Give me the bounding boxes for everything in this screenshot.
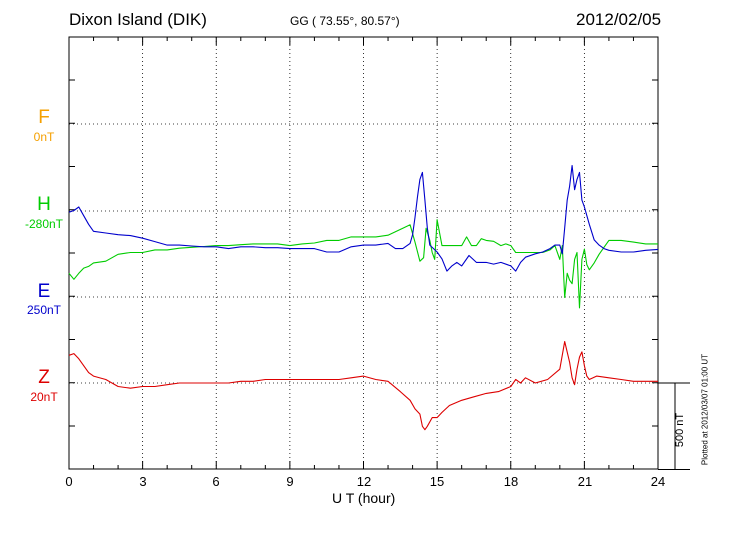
component-f-baseline: 0nT (33, 130, 55, 144)
scale-bar-label: 500 nT (674, 412, 686, 448)
component-z-baseline: 20nT (30, 390, 58, 404)
x-tick-label: 18 (503, 474, 519, 489)
x-tick-label: 12 (356, 474, 372, 489)
x-tick-label: 3 (139, 474, 147, 489)
plotted-timestamp: Plotted at 2012/03/07 01:00 UT (700, 353, 710, 466)
x-tick-label: 0 (65, 474, 73, 489)
component-h-baseline: -280nT (24, 217, 64, 231)
x-tick-label: 15 (429, 474, 445, 489)
station-title: Dixon Island (DIK) (69, 10, 207, 29)
component-e-letter: E (37, 281, 51, 302)
component-e-baseline: 250nT (26, 303, 62, 317)
x-tick-label: 9 (286, 474, 294, 489)
component-f-letter: F (38, 107, 50, 128)
series-line-z (68, 340, 658, 431)
component-z-letter: Z (38, 367, 50, 388)
magnetogram-chart (68, 36, 690, 470)
date-label: 2012/02/05 (576, 10, 662, 29)
x-axis-label: U T (hour) (332, 490, 396, 506)
x-tick-label: 6 (212, 474, 220, 489)
component-h-letter: H (37, 194, 51, 215)
x-tick-label: 21 (577, 474, 593, 489)
series-line-e (68, 164, 659, 272)
series-line-h (68, 219, 658, 309)
x-tick-label: 24 (650, 474, 666, 489)
geographic-coordinates: GG ( 73.55°, 80.57°) (290, 14, 400, 28)
